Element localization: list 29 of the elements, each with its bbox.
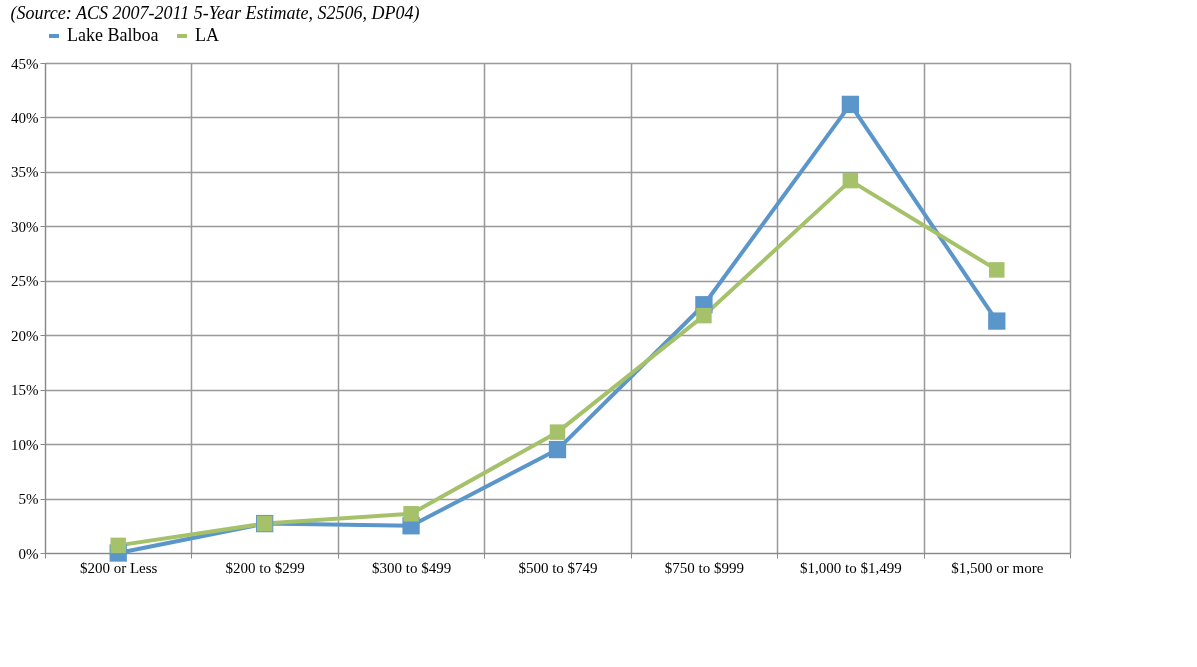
text: (Source: ACS 2007-2011 5-Year Estimate, S2506, DP04) bbox=[10, 3, 420, 24]
point bbox=[989, 262, 1005, 278]
y-tick-label: 25% bbox=[11, 273, 39, 290]
x-tick-label: $1,500 or more bbox=[951, 559, 1044, 576]
y-tick-label: 10% bbox=[11, 436, 39, 453]
point bbox=[549, 424, 566, 440]
point bbox=[110, 537, 126, 554]
y-tick-label: 40% bbox=[11, 109, 39, 126]
y-tick-label: 5% bbox=[18, 491, 39, 508]
y-tick-label: 20% bbox=[11, 327, 39, 344]
x-tick-label: $500 to $749 bbox=[518, 559, 598, 576]
point bbox=[696, 307, 712, 324]
x-tick-label: $200 to $299 bbox=[225, 559, 305, 576]
x-tick-label: $300 to $499 bbox=[371, 559, 452, 576]
point bbox=[841, 95, 860, 114]
y-tick-label: 45% bbox=[11, 55, 39, 72]
y-tick-label: 30% bbox=[11, 218, 39, 235]
point bbox=[548, 440, 567, 459]
point bbox=[988, 312, 1006, 330]
x-tick-label: $1,000 to $1,499 bbox=[800, 559, 902, 576]
legend-label: Lake Balboa bbox=[67, 25, 159, 45]
point bbox=[403, 506, 419, 522]
y-tick-label: 35% bbox=[11, 164, 39, 181]
x-tick-label: $750 to $999 bbox=[664, 559, 745, 576]
y-tick-label: 0% bbox=[18, 545, 39, 562]
y-tick-label: 15% bbox=[11, 382, 39, 399]
x-tick-label: $200 or Less bbox=[79, 559, 158, 576]
point bbox=[842, 172, 859, 189]
legend-label: LA bbox=[195, 25, 219, 45]
